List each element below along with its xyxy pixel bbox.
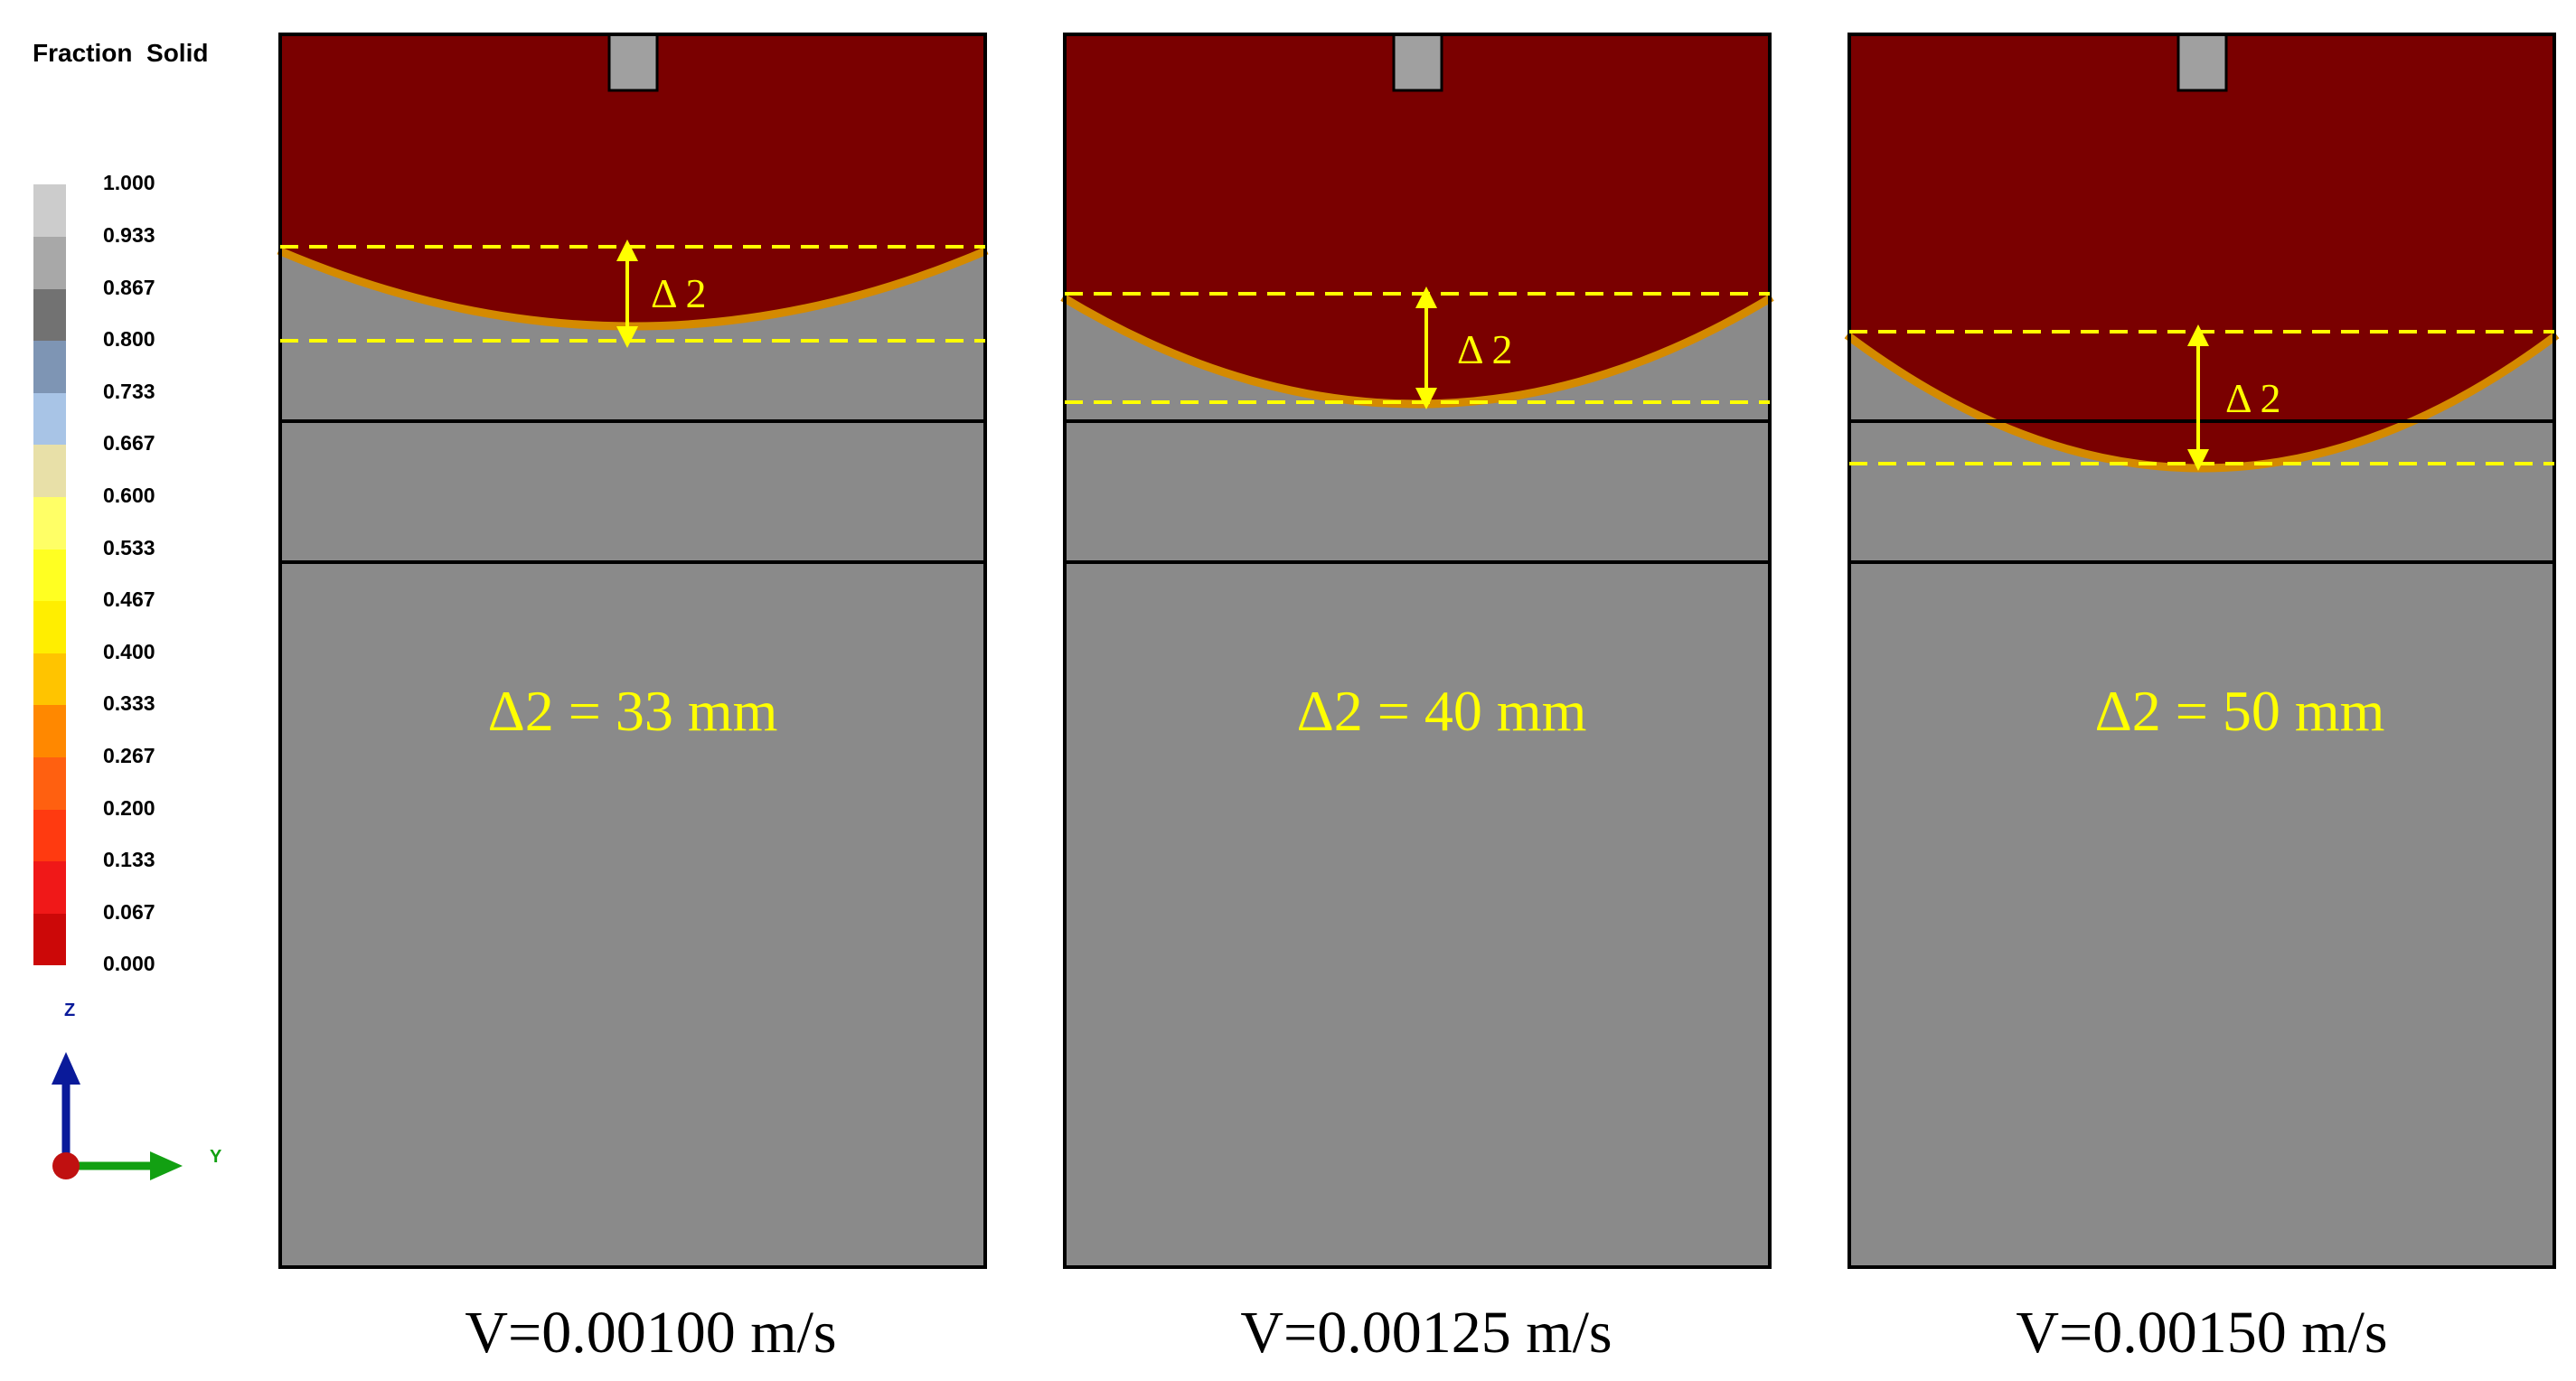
legend-swatch [33,810,66,861]
coordinate-triad: Z Y [52,1001,222,1180]
panel-3: Δ 2 Δ2 = 50 mm V=0.00150 m/s [1844,33,2560,1366]
legend-tick-label: 0.867 [103,276,155,299]
legend-swatch [33,705,66,757]
legend-swatch [33,653,66,705]
legend: Fraction Solid 1.000 0.933 0.867 0.800 0… [33,39,208,975]
legend-swatch [33,445,66,497]
delta-value: Δ2 = 33 mm [488,679,778,743]
x-axis-origin-dot [52,1152,80,1179]
liquid-pool [280,34,985,323]
legend-swatch [33,757,66,810]
y-axis-label: Y [210,1147,222,1167]
panel-frame [1063,33,1772,1269]
z-axis-label: Z [64,1001,75,1020]
legend-swatch [33,184,66,237]
legend-swatch [33,289,66,341]
legend-tick-label: 0.400 [103,640,155,663]
legend-tick-label: 0.067 [103,900,155,924]
legend-tick-label: 0.133 [103,848,155,871]
panel-2: Δ 2 Δ2 = 40 mm V=0.00125 m/s [1060,33,1774,1366]
legend-swatch [33,601,66,653]
legend-tick-labels: 1.000 0.933 0.867 0.800 0.733 0.667 0.60… [103,171,155,975]
legend-tick-label: 0.000 [103,952,155,975]
legend-tick-label: 0.467 [103,587,155,611]
delta-value: Δ2 = 40 mm [1297,679,1587,743]
legend-tick-label: 1.000 [103,171,155,194]
delta-value: Δ2 = 50 mm [2095,679,2385,743]
legend-swatch [33,341,66,393]
liquid-pool [1065,34,1770,400]
liquid-pool [1849,34,2554,465]
legend-title: Fraction Solid [33,39,208,67]
legend-swatch [33,550,66,601]
delta-label: Δ 2 [651,270,707,316]
casting-speed-label: V=0.00150 m/s [2016,1300,2387,1366]
legend-swatch [33,861,66,914]
y-axis-arrowhead [150,1151,183,1180]
panel-1: Δ 2 Δ2 = 33 mm V=0.00100 m/s [277,33,989,1366]
legend-tick-label: 0.267 [103,744,155,767]
legend-tick-label: 0.733 [103,380,155,403]
panel-frame [1847,33,2556,1269]
legend-tick-label: 0.333 [103,691,155,715]
casting-speed-label: V=0.00125 m/s [1240,1300,1612,1366]
delta-label: Δ 2 [2225,375,2281,421]
casting-speed-label: V=0.00100 m/s [465,1300,836,1366]
legend-swatch [33,497,66,550]
legend-swatch [33,237,66,289]
legend-tick-label: 0.200 [103,796,155,820]
nozzle [2176,33,2228,92]
legend-swatch [33,914,66,965]
delta-label: Δ 2 [1457,326,1513,372]
panel-frame [278,33,987,1269]
nozzle [607,33,659,92]
nozzle [1392,33,1443,92]
legend-tick-label: 0.533 [103,536,155,559]
legend-tick-label: 0.800 [103,327,155,351]
legend-tick-label: 0.667 [103,431,155,455]
legend-swatch [33,393,66,445]
legend-tick-label: 0.600 [103,484,155,507]
legend-colorbar [33,184,66,965]
z-axis-arrowhead [52,1052,80,1085]
legend-tick-label: 0.933 [103,223,155,247]
